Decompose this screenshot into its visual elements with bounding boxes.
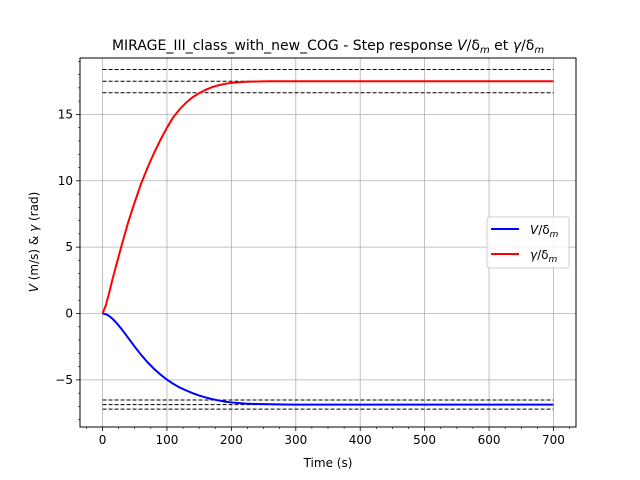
- y-axis-label: V (m/s) & γ (rad): [27, 192, 41, 293]
- chart-title: MIRAGE_III_class_with_new_COG - Step res…: [112, 38, 544, 56]
- x-tick-label-7: 700: [542, 433, 565, 447]
- x-tick-label-6: 600: [478, 433, 501, 447]
- x-tick-label-1: 100: [156, 433, 179, 447]
- legend: V/δm γ/δm: [486, 216, 570, 269]
- x-tick-label-4: 400: [349, 433, 372, 447]
- x-tick-label-2: 200: [220, 433, 243, 447]
- x-axis-label: Time (s): [303, 456, 353, 470]
- series-line-v: [102, 312, 554, 406]
- y-tick-label-1: 0: [65, 307, 73, 321]
- y-tick-label-0: −5: [55, 373, 73, 387]
- series-lines: [101, 80, 554, 406]
- legend-gamma-label: γ/δm: [530, 248, 558, 265]
- series-line-gamma: [101, 80, 554, 314]
- y-axis-ticks: −5 0 5 10 15: [55, 61, 80, 420]
- x-tick-label-5: 500: [413, 433, 436, 447]
- y-tick-label-4: 15: [58, 107, 73, 121]
- y-tick-label-2: 5: [65, 240, 73, 254]
- legend-v-label: V/δm: [530, 223, 559, 240]
- x-tick-label-0: 0: [99, 433, 107, 447]
- y-tick-label-3: 10: [58, 174, 73, 188]
- x-axis-ticks: 0 100 200 300 400 500 600 700: [86, 427, 570, 447]
- x-tick-label-3: 300: [284, 433, 307, 447]
